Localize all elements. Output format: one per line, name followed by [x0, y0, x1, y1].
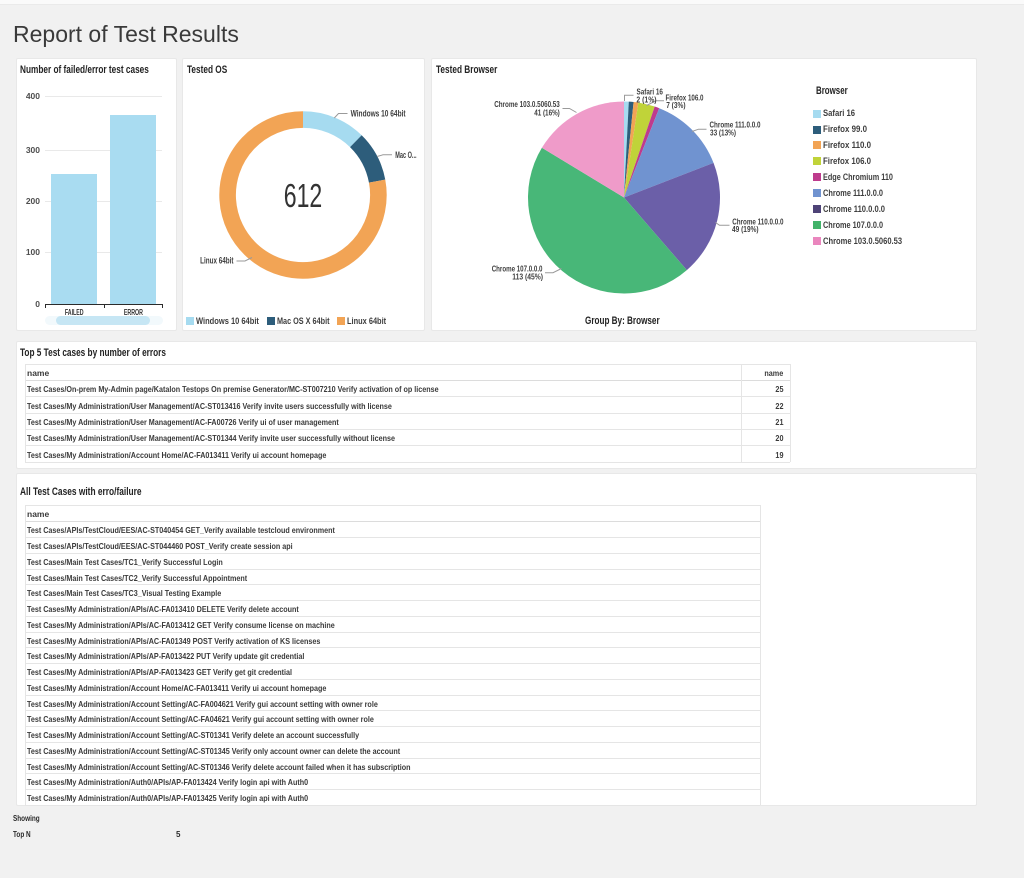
- svg-text:Mac O...: Mac O...: [395, 150, 416, 161]
- svg-text:Chrome 110.0.0.0: Chrome 110.0.0.0: [732, 216, 783, 226]
- svg-text:Chrome 111.0.0.0: Chrome 111.0.0.0: [710, 120, 761, 130]
- svg-text:Chrome 107.0.0.0: Chrome 107.0.0.0: [492, 264, 543, 274]
- svg-text:Windows 10 64bit: Windows 10 64bit: [351, 108, 407, 119]
- svg-text:2 (1%): 2 (1%): [636, 95, 656, 105]
- svg-text:Safari 16: Safari 16: [637, 87, 664, 97]
- svg-text:33 (13%): 33 (13%): [710, 128, 736, 138]
- svg-text:Firefox 106.0: Firefox 106.0: [666, 93, 704, 103]
- svg-text:7 (3%): 7 (3%): [666, 100, 686, 110]
- svg-text:612: 612: [284, 177, 323, 214]
- svg-text:49 (19%): 49 (19%): [732, 224, 759, 234]
- svg-text:113 (45%): 113 (45%): [512, 271, 543, 281]
- svg-text:Linux 64bit: Linux 64bit: [200, 255, 234, 266]
- svg-text:41 (16%): 41 (16%): [534, 108, 560, 118]
- svg-text:Chrome 103.0.5060.53: Chrome 103.0.5060.53: [494, 99, 560, 109]
